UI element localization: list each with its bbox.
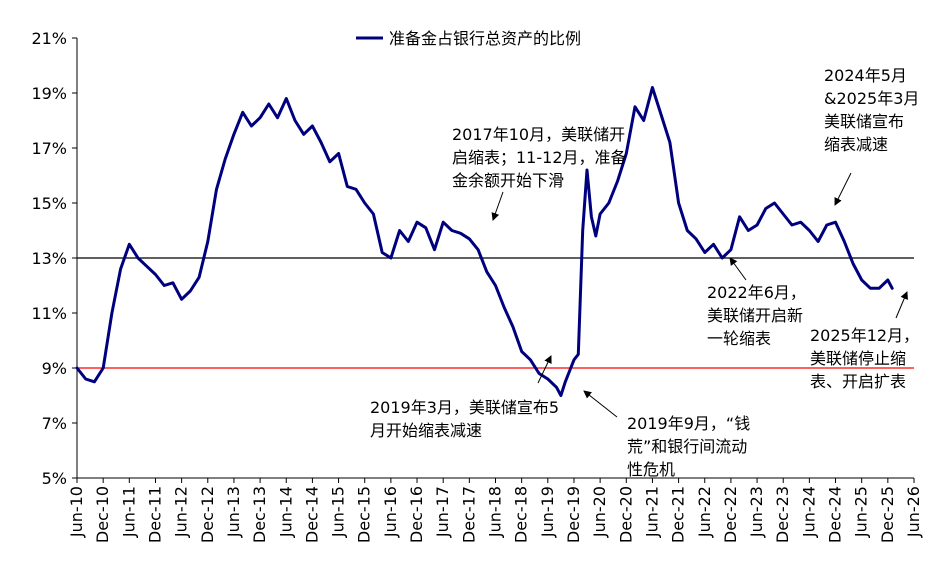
x-tick-label: Dec-16 bbox=[407, 486, 426, 543]
annotation-arrow bbox=[729, 257, 747, 281]
annotation-arrow bbox=[583, 390, 618, 418]
x-tick-label: Dec-18 bbox=[512, 486, 531, 543]
x-tick-label: Jun-19 bbox=[538, 486, 557, 538]
annotation-2: 2019年3月，美联储宣布5 月开始缩表减速 bbox=[370, 355, 559, 440]
y-tick-label: 21% bbox=[31, 29, 67, 48]
x-tick-label: Jun-16 bbox=[381, 486, 400, 538]
x-tick-label: Jun-20 bbox=[590, 486, 609, 538]
x-tick-label: Dec-24 bbox=[826, 486, 845, 543]
annotation-arrow bbox=[834, 172, 852, 206]
x-tick-label: Dec-17 bbox=[459, 486, 478, 543]
x-tick-label: Jun-23 bbox=[747, 486, 766, 538]
x-tick-label: Jun-10 bbox=[67, 486, 86, 538]
x-tick-label: Jun-25 bbox=[852, 486, 871, 538]
x-tick-label: Dec-14 bbox=[302, 486, 321, 543]
annotation-text-line: 荒”和银行间流动 bbox=[627, 437, 747, 456]
annotation-text-line: 美联储开启新 bbox=[707, 306, 803, 325]
x-tick-label: Jun-12 bbox=[172, 486, 191, 538]
annotation-text-line: 2019年9月，“钱 bbox=[627, 414, 750, 433]
x-tick-label: Dec-22 bbox=[721, 486, 740, 543]
x-tick-label: Jun-13 bbox=[224, 486, 243, 538]
x-tick-label: Jun-18 bbox=[486, 486, 505, 538]
x-tick-label: Jun-15 bbox=[329, 486, 348, 538]
x-tick-label: Dec-12 bbox=[198, 486, 217, 543]
annotation-text-line: 表、开启扩表 bbox=[810, 372, 906, 391]
x-tick-label: Dec-20 bbox=[616, 486, 635, 543]
annotation-arrow bbox=[491, 191, 504, 221]
annotation-text-line: 金余额开始下滑 bbox=[452, 171, 564, 190]
annotation-text-line: &2025年3月 bbox=[824, 89, 919, 108]
annotation-text-line: 美联储宣布 bbox=[824, 112, 904, 131]
annotation-text-line: 2024年5月 bbox=[824, 66, 907, 85]
x-tick-label: Dec-15 bbox=[355, 486, 374, 543]
annotation-text-line: 启缩表；11-12月，准备 bbox=[452, 148, 627, 167]
series-line-reserve-ratio bbox=[75, 86, 894, 397]
annotation-text-line: 月开始缩表减速 bbox=[370, 421, 482, 440]
y-tick-label: 5% bbox=[42, 469, 67, 488]
x-tick-label: Jun-24 bbox=[799, 486, 818, 538]
y-tick-label: 17% bbox=[31, 139, 67, 158]
x-tick-label: Jun-22 bbox=[695, 486, 714, 538]
x-tick-label: Dec-25 bbox=[878, 486, 897, 543]
x-tick-label: Dec-19 bbox=[564, 486, 583, 543]
annotation-text-line: 性危机 bbox=[627, 460, 675, 479]
x-tick-label: Dec-11 bbox=[145, 486, 164, 543]
x-tick-label: Jun-21 bbox=[642, 486, 661, 538]
x-tick-label: Jun-26 bbox=[904, 486, 923, 538]
annotation-text-line: 一轮缩表 bbox=[707, 329, 771, 348]
x-tick-label: Dec-21 bbox=[669, 486, 688, 543]
legend-label: 准备金占银行总资产的比例 bbox=[389, 29, 581, 48]
x-tick-label: Dec-10 bbox=[93, 486, 112, 543]
y-tick-label: 7% bbox=[42, 414, 67, 433]
annotation-text-line: 美联储停止缩 bbox=[810, 349, 906, 368]
y-tick-label: 19% bbox=[31, 84, 67, 103]
y-tick-label: 9% bbox=[42, 359, 67, 378]
x-tick-label: Dec-13 bbox=[250, 486, 269, 543]
annotation-text-line: 缩表减速 bbox=[824, 135, 888, 154]
annotation-text-line: 2025年12月， bbox=[810, 326, 919, 345]
y-tick-label: 13% bbox=[31, 249, 67, 268]
y-tick-label: 15% bbox=[31, 194, 67, 213]
annotation-arrow bbox=[537, 355, 552, 384]
x-tick-label: Jun-17 bbox=[433, 486, 452, 538]
x-tick-label: Jun-11 bbox=[119, 486, 138, 538]
x-tick-label: Dec-23 bbox=[773, 486, 792, 543]
annotation-text-line: 2022年6月， bbox=[707, 283, 806, 302]
annotation-text-line: 2019年3月，美联储宣布5 bbox=[370, 398, 559, 417]
annotation-text-line: 2017年10月，美联储开 bbox=[452, 125, 625, 144]
y-tick-label: 11% bbox=[31, 304, 67, 323]
x-tick-label: Jun-14 bbox=[276, 486, 295, 538]
annotation-arrow bbox=[895, 291, 908, 319]
